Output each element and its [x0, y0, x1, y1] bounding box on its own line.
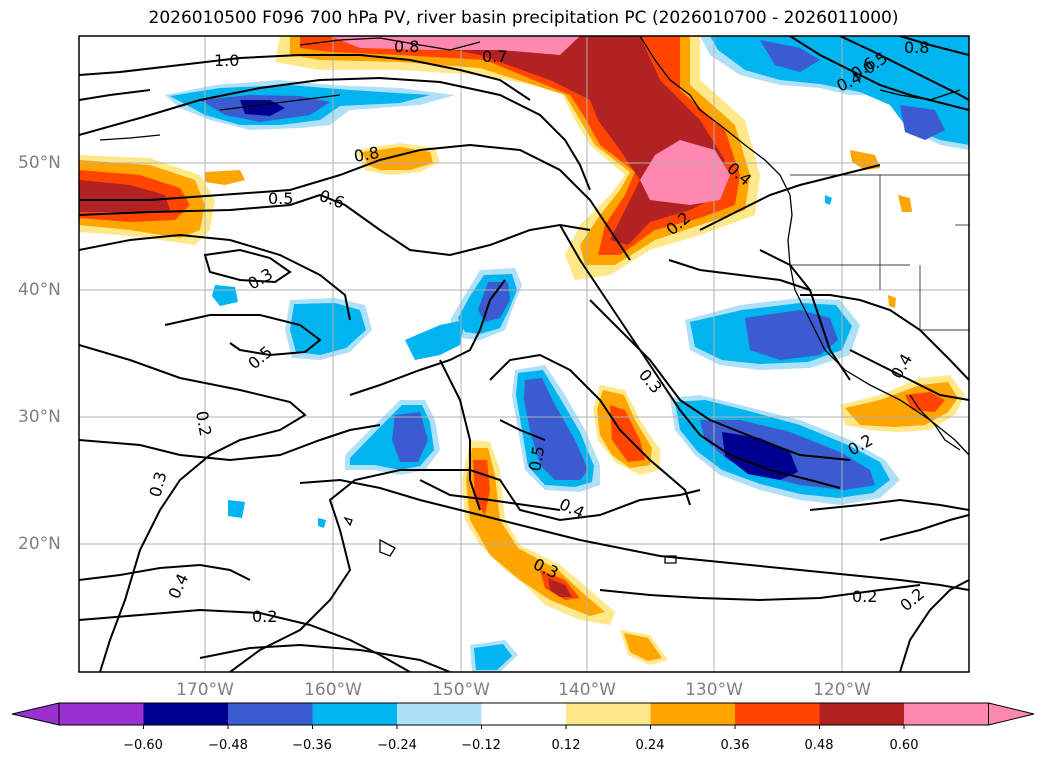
positive-precip-region	[205, 170, 245, 185]
lon-label: 170°W	[176, 680, 234, 700]
contour-label: 0.5	[525, 444, 548, 472]
colorbar-segment	[59, 703, 144, 725]
negative-precip-region	[760, 40, 820, 72]
pv-contours	[79, 36, 969, 672]
positive-precip-region	[905, 392, 945, 412]
contour-label: 0.8	[904, 38, 929, 57]
colorbar-segment	[904, 703, 989, 725]
contour-label: 0.8	[394, 37, 419, 56]
colorbar	[11, 702, 1035, 729]
lon-label: 160°W	[304, 680, 362, 700]
negative-precip-region	[900, 105, 945, 140]
lat-label: 40°N	[18, 280, 61, 300]
colorbar-tick-label: −0.12	[461, 738, 501, 753]
colorbar-segment	[228, 703, 313, 725]
colorbar-tick-label: −0.24	[377, 738, 417, 753]
positive-precip-region	[624, 633, 662, 661]
lat-label: 30°N	[18, 407, 61, 427]
colorbar-tick-label: −0.60	[123, 738, 163, 753]
negative-precip-region	[722, 432, 798, 480]
precip-shading	[79, 36, 969, 672]
contour-label: 0.5	[268, 189, 293, 208]
colorbar-tick-label: 0.48	[804, 738, 834, 753]
negative-precip-region	[318, 518, 326, 528]
positive-precip-region	[888, 295, 896, 308]
colorbar-extend-max	[988, 702, 1035, 726]
colorbar-segment	[397, 703, 482, 725]
positive-precip-region	[898, 195, 912, 212]
positive-precip-region	[548, 578, 572, 597]
colorbar-tick-label: −0.36	[292, 738, 332, 753]
lon-label: 120°W	[813, 680, 871, 700]
colorbar-segment	[650, 703, 736, 725]
colorbar-segment	[735, 703, 820, 725]
lon-label: 140°W	[558, 680, 616, 700]
colorbar-segment	[312, 703, 398, 725]
colorbar-segment	[143, 703, 229, 725]
coastlines	[99, 36, 969, 564]
map-plot-area: 1.0 0.8 0.7 0.8 0.6 0.5 0.4 0.5 0.6 0.8 …	[79, 36, 969, 672]
colorbar-segment	[819, 703, 905, 725]
positive-precip-region	[79, 180, 170, 212]
colorbar-tick-label: 0.36	[720, 738, 750, 753]
colorbar-extend-min	[11, 702, 60, 726]
negative-precip-region	[392, 412, 428, 462]
colorbar-segment	[566, 703, 651, 725]
map-frame	[78, 35, 970, 673]
negative-precip-region	[240, 100, 285, 116]
lon-label: 150°W	[432, 680, 490, 700]
contour-label: 0.2	[192, 409, 215, 437]
lat-label: 50°N	[18, 153, 61, 173]
positive-precip-region	[610, 405, 645, 462]
contour-label: 0.7	[482, 47, 507, 66]
colorbar-outline	[58, 702, 989, 726]
contour-label: 0.2	[252, 607, 277, 626]
negative-precip-region	[405, 320, 465, 360]
positive-precip-region	[850, 150, 880, 170]
negative-precip-region	[745, 310, 838, 360]
colorbar-tick-label: 0.12	[551, 738, 581, 753]
contour-label: 0.8	[352, 143, 380, 166]
colorbar-tick-label: 0.24	[635, 738, 665, 753]
colorbar-tick-label: −0.48	[208, 738, 248, 753]
negative-precip-region	[474, 644, 512, 670]
negative-precip-region	[290, 303, 366, 355]
map-title: 2026010500 F096 700 hPa PV, river basin …	[148, 8, 899, 28]
graticule	[79, 36, 969, 672]
negative-precip-region	[825, 195, 832, 205]
contour-label: 0.2	[852, 587, 877, 606]
colorbar-segment	[481, 703, 567, 725]
positive-precip-region	[462, 440, 615, 625]
lat-label: 20°N	[18, 534, 61, 554]
positive-precip-region	[640, 140, 730, 205]
positive-precip-region	[362, 147, 433, 170]
negative-precip-region	[228, 500, 245, 518]
negative-precip-region	[524, 378, 588, 480]
lon-label: 130°W	[685, 680, 743, 700]
contour-label: 1.0	[214, 51, 239, 70]
colorbar-tick-label: 0.60	[889, 738, 919, 753]
